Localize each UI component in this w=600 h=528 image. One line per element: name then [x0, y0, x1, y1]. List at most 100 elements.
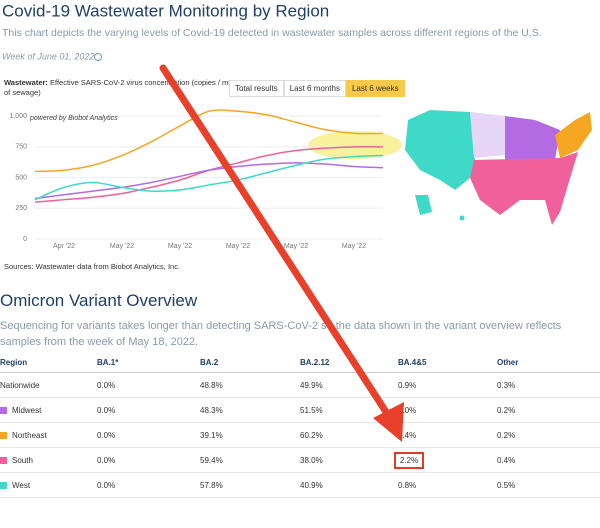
cell-text: 48.8% [200, 380, 223, 390]
cell-text: 0.0% [97, 380, 116, 390]
map-northeast [555, 112, 592, 158]
range-button[interactable]: Total results [229, 80, 284, 97]
table-cell: 48.8% [200, 381, 223, 390]
cell-text: 49.9% [300, 380, 323, 390]
cell-text: Northeast [12, 430, 47, 440]
table-cell: 0.2% [497, 406, 515, 415]
table-cell: 2.2% [393, 451, 425, 469]
table-cell: 0.4% [398, 431, 416, 440]
cell-text: 0.0% [97, 480, 116, 490]
cell-text: 0.0% [97, 405, 116, 415]
table-cell: 49.9% [300, 381, 323, 390]
region-swatch [0, 456, 7, 464]
variant-table: Region BA.1* BA.2 BA.2.12 BA.4&5 Other Nationw… [0, 352, 600, 498]
cell-text: 0.2% [497, 405, 516, 415]
y-label-text: Effective SARS-CoV-2 virus concentration… [4, 78, 233, 97]
header-cell: Other [497, 357, 519, 367]
us-map [405, 110, 592, 225]
table-row: West 0.0% 57.8% 40.9% 0.8% 0.5% [0, 473, 600, 498]
table-cell: 38.0% [300, 456, 323, 465]
table-cell: West [0, 481, 30, 490]
table-row: Midwest 0.0% 48.3% 51.5% 0.0% 0.2% [0, 398, 600, 423]
cell-text: 59.4% [200, 455, 223, 465]
cell-text: 51.5% [300, 405, 323, 415]
table-cell: 0.3% [497, 381, 515, 390]
table-cell: 0.5% [497, 481, 515, 490]
table-row: Northeast 0.0% 39.1% 60.2% 0.4% 0.2% [0, 423, 600, 448]
cell-text: 0.4% [497, 455, 516, 465]
cell-text: 0.2% [497, 430, 516, 440]
cell-text: 39.1% [200, 430, 223, 440]
y-tick-label: 1,000 [9, 113, 27, 120]
y-label-bold: Wastewater: [4, 78, 48, 87]
x-tick-label: May '22 [342, 243, 366, 250]
source: Sources: Wastewater data from Biobot Ana… [4, 262, 180, 271]
header-cell: BA.2.12 [300, 357, 330, 367]
plot: 0 250 500 750 1,000 Apr '22 May '22 May '22 May … [9, 109, 384, 250]
cell-text: 0.0% [97, 455, 116, 465]
cell-text: 0.0% [97, 430, 116, 440]
series-line [34, 162, 384, 200]
table-cell: 0.8% [398, 481, 416, 490]
table-cell: 0.0% [97, 431, 115, 440]
table-cell: 0.2% [497, 431, 515, 440]
cell-text: 0.8% [398, 480, 417, 490]
header-cell: BA.2 [200, 357, 219, 367]
table-cell: 0.0% [398, 406, 416, 415]
header-cell: Region [0, 357, 28, 367]
y-axis-label: Wastewater: Effective SARS-CoV-2 virus c… [4, 78, 234, 98]
cell-text: 0.3% [497, 380, 516, 390]
map-plains [470, 112, 505, 158]
chart-area: Covid-19 Wastewater Monitoring by Region… [2, 1, 592, 271]
cell-text: 38.0% [300, 455, 323, 465]
cell-text: 40.9% [300, 480, 323, 490]
cell-text: 0.4% [398, 430, 417, 440]
page-title: Covid-19 Wastewater Monitoring by Region [2, 1, 329, 20]
map-alaska [415, 195, 432, 215]
x-tick-label: May '22 [168, 243, 192, 250]
x-tick-label: May '22 [110, 243, 134, 250]
cell-text: West [12, 480, 31, 490]
cell-text: 0.0% [398, 405, 417, 415]
table-cell: 0.0% [97, 481, 115, 490]
subtitle: This chart depicts the varying levels of… [2, 27, 542, 39]
table-cell: Nationwide [0, 381, 40, 390]
table-header: Region BA.1* BA.2 BA.2.12 BA.4&5 Other [0, 352, 600, 373]
region-swatch [0, 481, 7, 489]
table-cell: 0.4% [497, 456, 515, 465]
table-cell: 0.0% [97, 381, 115, 390]
cell-text: 60.2% [300, 430, 323, 440]
table-cell: 39.1% [200, 431, 223, 440]
table-cell: 60.2% [300, 431, 323, 440]
range-button[interactable]: Last 6 months [283, 80, 346, 97]
table-row: South 0.0% 59.4% 38.0% 2.2% 0.4% [0, 448, 600, 473]
highlight [308, 131, 402, 159]
x-tick-label: May '22 [284, 243, 308, 250]
map-west [405, 110, 475, 190]
cell-text: 0.5% [497, 480, 516, 490]
y-tick-label: 250 [15, 205, 27, 212]
y-tick-label: 500 [15, 174, 27, 181]
cell-text: 2.2% [393, 451, 425, 469]
table-cell: 59.4% [200, 456, 223, 465]
cell-text: 0.9% [398, 380, 417, 390]
info-icon[interactable] [94, 53, 102, 61]
table-cell: 57.8% [200, 481, 223, 490]
table-row: Nationwide 0.0% 48.8% 49.9% 0.9% 0.3% [0, 373, 600, 398]
table-cell: 0.0% [97, 406, 115, 415]
table-cell: 40.9% [300, 481, 323, 490]
y-tick-label: 750 [15, 144, 27, 151]
cell-text: 57.8% [200, 480, 223, 490]
range-button[interactable]: Last 6 weeks [345, 80, 405, 97]
table-cell: Midwest [0, 406, 41, 415]
table-cell: 51.5% [300, 406, 323, 415]
map-south [470, 152, 578, 225]
y-tick-label: 0 [23, 236, 27, 243]
cell-text: South [12, 455, 33, 465]
cell-text: 48.3% [200, 405, 223, 415]
x-tick-label: May '22 [226, 243, 250, 250]
table-cell: 48.3% [200, 406, 223, 415]
table-cell: Northeast [0, 431, 47, 440]
table-cell: 0.9% [398, 381, 416, 390]
